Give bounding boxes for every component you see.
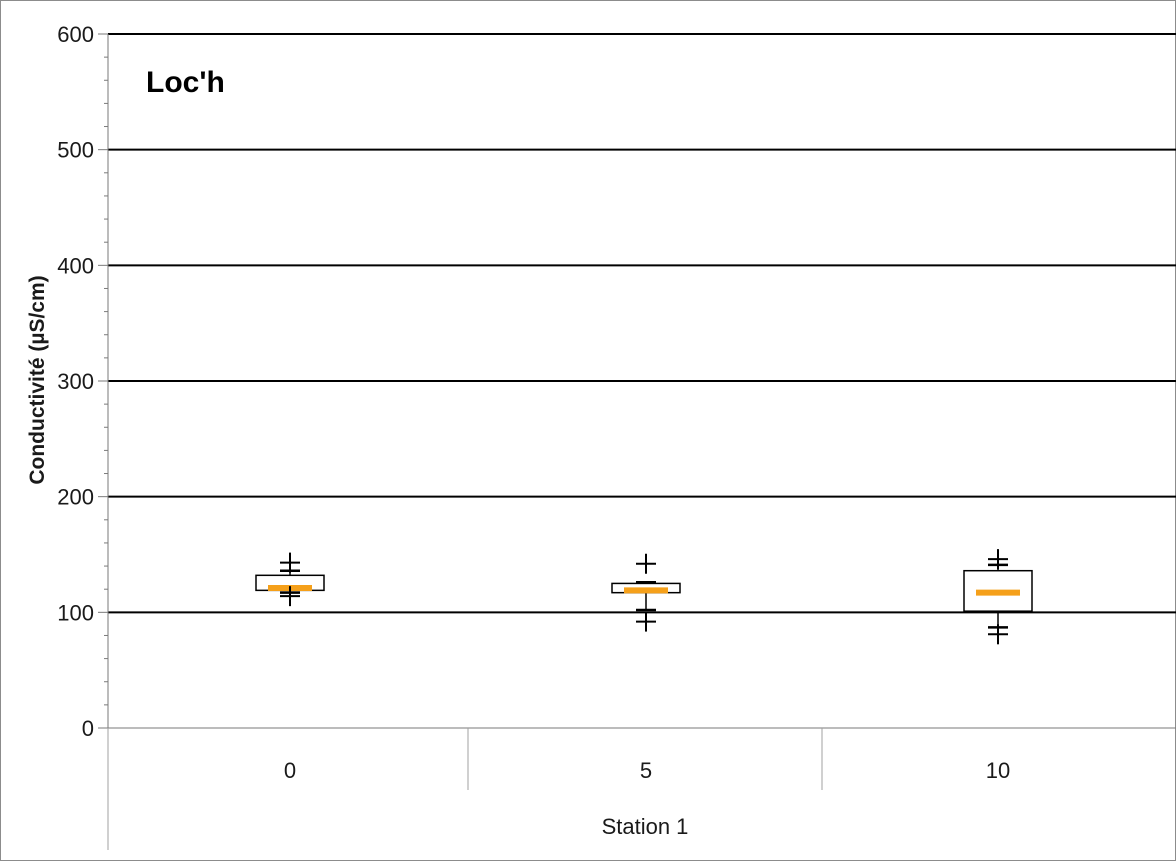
x-axis-group-label: Station 1	[602, 814, 689, 839]
box-10	[963, 549, 1033, 645]
y-axis-title: Conductivité (µS/cm)	[26, 275, 49, 484]
x-tick-label: 0	[284, 758, 296, 783]
x-tick-label: 10	[986, 758, 1010, 783]
box-5	[611, 553, 681, 632]
chart-title: Loc'h	[146, 66, 225, 99]
outlier-marker	[988, 624, 1008, 645]
axes	[98, 33, 1176, 850]
y-tick-label: 100	[57, 600, 94, 625]
outlier-marker	[280, 552, 300, 573]
labels: 0 100 200 300 400 500 600 0 5 10	[57, 22, 1010, 783]
outlier-marker	[636, 553, 656, 574]
x-tick-label: 5	[640, 758, 652, 783]
y-tick-label: 500	[57, 138, 94, 163]
y-tick-label: 600	[57, 22, 94, 47]
y-tick-label: 0	[82, 716, 94, 741]
box-0	[255, 552, 325, 607]
boxes	[255, 549, 1033, 645]
y-tick-label: 200	[57, 485, 94, 510]
y-tick-label: 400	[57, 253, 94, 278]
y-tick-label: 300	[57, 369, 94, 394]
outlier-marker	[636, 611, 656, 632]
outlier-marker	[988, 549, 1008, 570]
outlier-marker	[280, 586, 300, 607]
